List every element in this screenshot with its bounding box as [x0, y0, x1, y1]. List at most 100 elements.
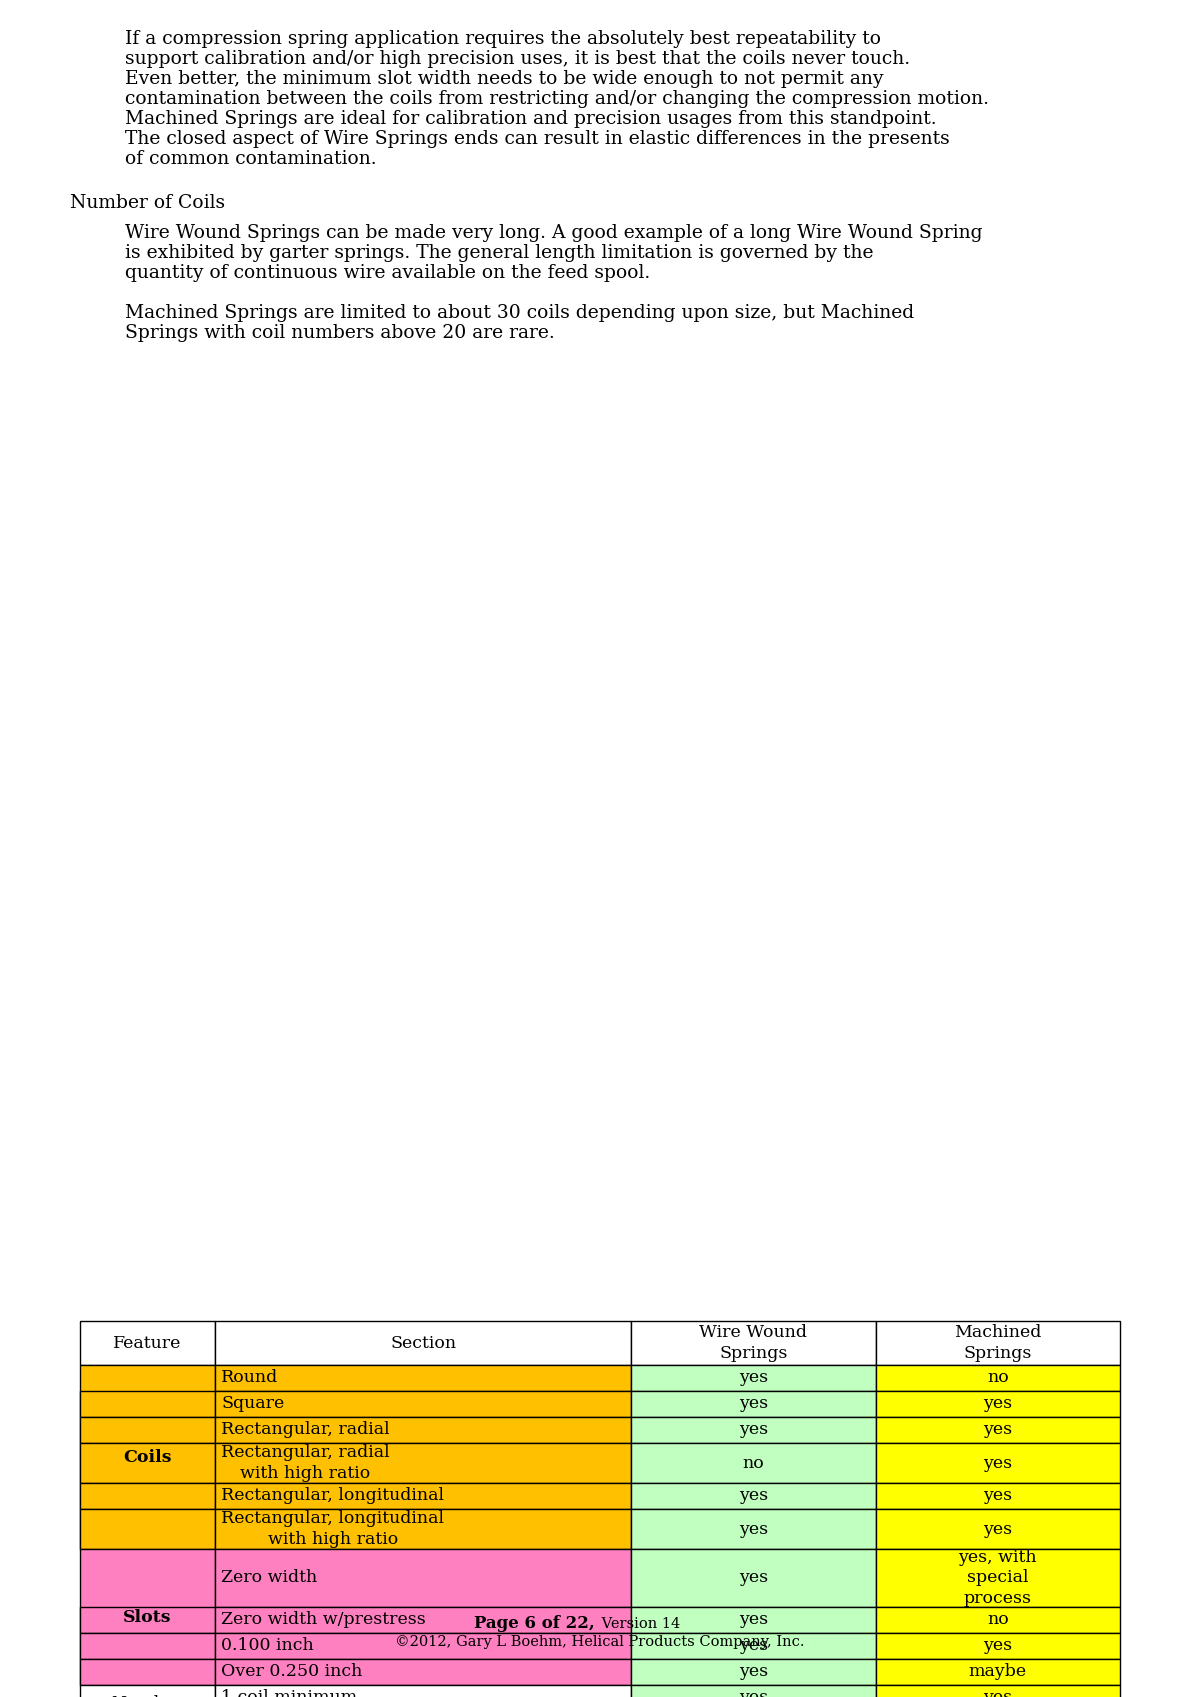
Text: 1 coil minimum: 1 coil minimum — [221, 1690, 358, 1697]
Text: yes: yes — [983, 1638, 1013, 1655]
Text: yes: yes — [739, 1422, 768, 1439]
Text: maybe: maybe — [968, 1663, 1027, 1680]
Text: yes: yes — [739, 1570, 768, 1587]
Bar — [80, 1392, 215, 1417]
Text: Rectangular, longitudinal
with high ratio: Rectangular, longitudinal with high rati… — [221, 1510, 444, 1548]
Bar — [215, 1685, 631, 1697]
Bar — [80, 1320, 215, 1364]
Text: yes: yes — [983, 1690, 1013, 1697]
Bar — [631, 1685, 876, 1697]
Bar — [80, 1442, 215, 1483]
Text: yes: yes — [739, 1663, 768, 1680]
Text: no: no — [986, 1612, 1009, 1629]
Text: Machined Springs are ideal for calibration and precision usages from this standp: Machined Springs are ideal for calibrati… — [125, 110, 937, 127]
Bar — [631, 1549, 876, 1607]
Text: 0.100 inch: 0.100 inch — [221, 1638, 314, 1655]
Bar — [876, 1320, 1120, 1364]
Bar — [876, 1509, 1120, 1549]
Text: yes: yes — [739, 1638, 768, 1655]
Bar — [80, 1660, 215, 1685]
Bar — [215, 1607, 631, 1633]
Bar — [215, 1509, 631, 1549]
Text: yes: yes — [739, 1395, 768, 1412]
Bar — [876, 1442, 1120, 1483]
Bar — [80, 1607, 215, 1633]
Text: Zero width: Zero width — [221, 1570, 318, 1587]
Bar — [876, 1660, 1120, 1685]
Bar — [631, 1442, 876, 1483]
Bar — [876, 1392, 1120, 1417]
Bar — [80, 1483, 215, 1509]
Text: Rectangular, radial: Rectangular, radial — [221, 1422, 390, 1439]
Text: yes: yes — [983, 1488, 1013, 1505]
Text: yes: yes — [983, 1422, 1013, 1439]
Bar — [215, 1633, 631, 1660]
Bar — [215, 1442, 631, 1483]
Bar — [80, 1364, 215, 1549]
Text: yes: yes — [983, 1395, 1013, 1412]
Text: Zero width w/prestress: Zero width w/prestress — [221, 1612, 426, 1629]
Bar — [631, 1483, 876, 1509]
Text: yes: yes — [739, 1612, 768, 1629]
Text: contamination between the coils from restricting and/or changing the compression: contamination between the coils from res… — [125, 90, 989, 109]
Text: yes: yes — [983, 1521, 1013, 1537]
Bar — [215, 1483, 631, 1509]
Text: yes: yes — [739, 1521, 768, 1537]
Bar — [876, 1633, 1120, 1660]
Text: of common contamination.: of common contamination. — [125, 149, 377, 168]
Bar — [631, 1633, 876, 1660]
Text: The closed aspect of Wire Springs ends can result in elastic differences in the : The closed aspect of Wire Springs ends c… — [125, 131, 949, 148]
Bar — [876, 1685, 1120, 1697]
Text: Springs with coil numbers above 20 are rare.: Springs with coil numbers above 20 are r… — [125, 324, 554, 343]
Bar — [876, 1417, 1120, 1442]
Bar — [631, 1392, 876, 1417]
Text: Page 6 of 22,: Page 6 of 22, — [474, 1616, 595, 1633]
Text: Number of Coils: Number of Coils — [70, 193, 226, 212]
Bar — [876, 1364, 1120, 1392]
Text: If a compression spring application requires the absolutely best repeatability t: If a compression spring application requ… — [125, 31, 881, 48]
Text: Wire Wound Springs can be made very long. A good example of a long Wire Wound Sp: Wire Wound Springs can be made very long… — [125, 224, 983, 243]
Text: Machined
Springs: Machined Springs — [954, 1324, 1042, 1363]
Bar — [876, 1607, 1120, 1633]
Text: yes: yes — [983, 1454, 1013, 1471]
Text: yes: yes — [739, 1488, 768, 1505]
Text: yes: yes — [739, 1690, 768, 1697]
Bar — [876, 1483, 1120, 1509]
Bar — [80, 1549, 215, 1685]
Text: Number
of
coils: Number of coils — [112, 1695, 184, 1697]
Text: Rectangular, longitudinal: Rectangular, longitudinal — [221, 1488, 444, 1505]
Bar — [215, 1364, 631, 1392]
Text: Wire Wound
Springs: Wire Wound Springs — [700, 1324, 808, 1363]
Text: Even better, the minimum slot width needs to be wide enough to not permit any: Even better, the minimum slot width need… — [125, 70, 883, 88]
Text: Version 14: Version 14 — [598, 1617, 680, 1631]
Text: yes, with
special
process: yes, with special process — [959, 1549, 1037, 1607]
Bar — [631, 1320, 876, 1364]
Bar — [631, 1509, 876, 1549]
Text: Coils: Coils — [124, 1449, 172, 1466]
Text: quantity of continuous wire available on the feed spool.: quantity of continuous wire available on… — [125, 265, 650, 282]
Text: Rectangular, radial
with high ratio: Rectangular, radial with high ratio — [221, 1444, 390, 1481]
Text: Section: Section — [390, 1334, 456, 1351]
Bar — [876, 1549, 1120, 1607]
Text: Slots: Slots — [124, 1609, 172, 1626]
Bar — [215, 1660, 631, 1685]
Bar — [215, 1417, 631, 1442]
Text: no: no — [986, 1369, 1009, 1386]
Text: yes: yes — [739, 1369, 768, 1386]
Bar — [80, 1685, 215, 1697]
Text: no: no — [743, 1454, 764, 1471]
Text: Machined Springs are limited to about 30 coils depending upon size, but Machined: Machined Springs are limited to about 30… — [125, 304, 914, 322]
Text: is exhibited by garter springs. The general length limitation is governed by the: is exhibited by garter springs. The gene… — [125, 244, 874, 261]
Text: Square: Square — [221, 1395, 284, 1412]
Bar — [631, 1417, 876, 1442]
Bar — [631, 1607, 876, 1633]
Text: ©2012, Gary L Boehm, Helical Products Company, Inc.: ©2012, Gary L Boehm, Helical Products Co… — [395, 1634, 805, 1649]
Bar — [80, 1417, 215, 1442]
Bar — [215, 1320, 631, 1364]
Bar — [215, 1392, 631, 1417]
Bar — [80, 1633, 215, 1660]
Text: Over 0.250 inch: Over 0.250 inch — [221, 1663, 362, 1680]
Bar — [80, 1509, 215, 1549]
Bar — [215, 1549, 631, 1607]
Text: Round: Round — [221, 1369, 278, 1386]
